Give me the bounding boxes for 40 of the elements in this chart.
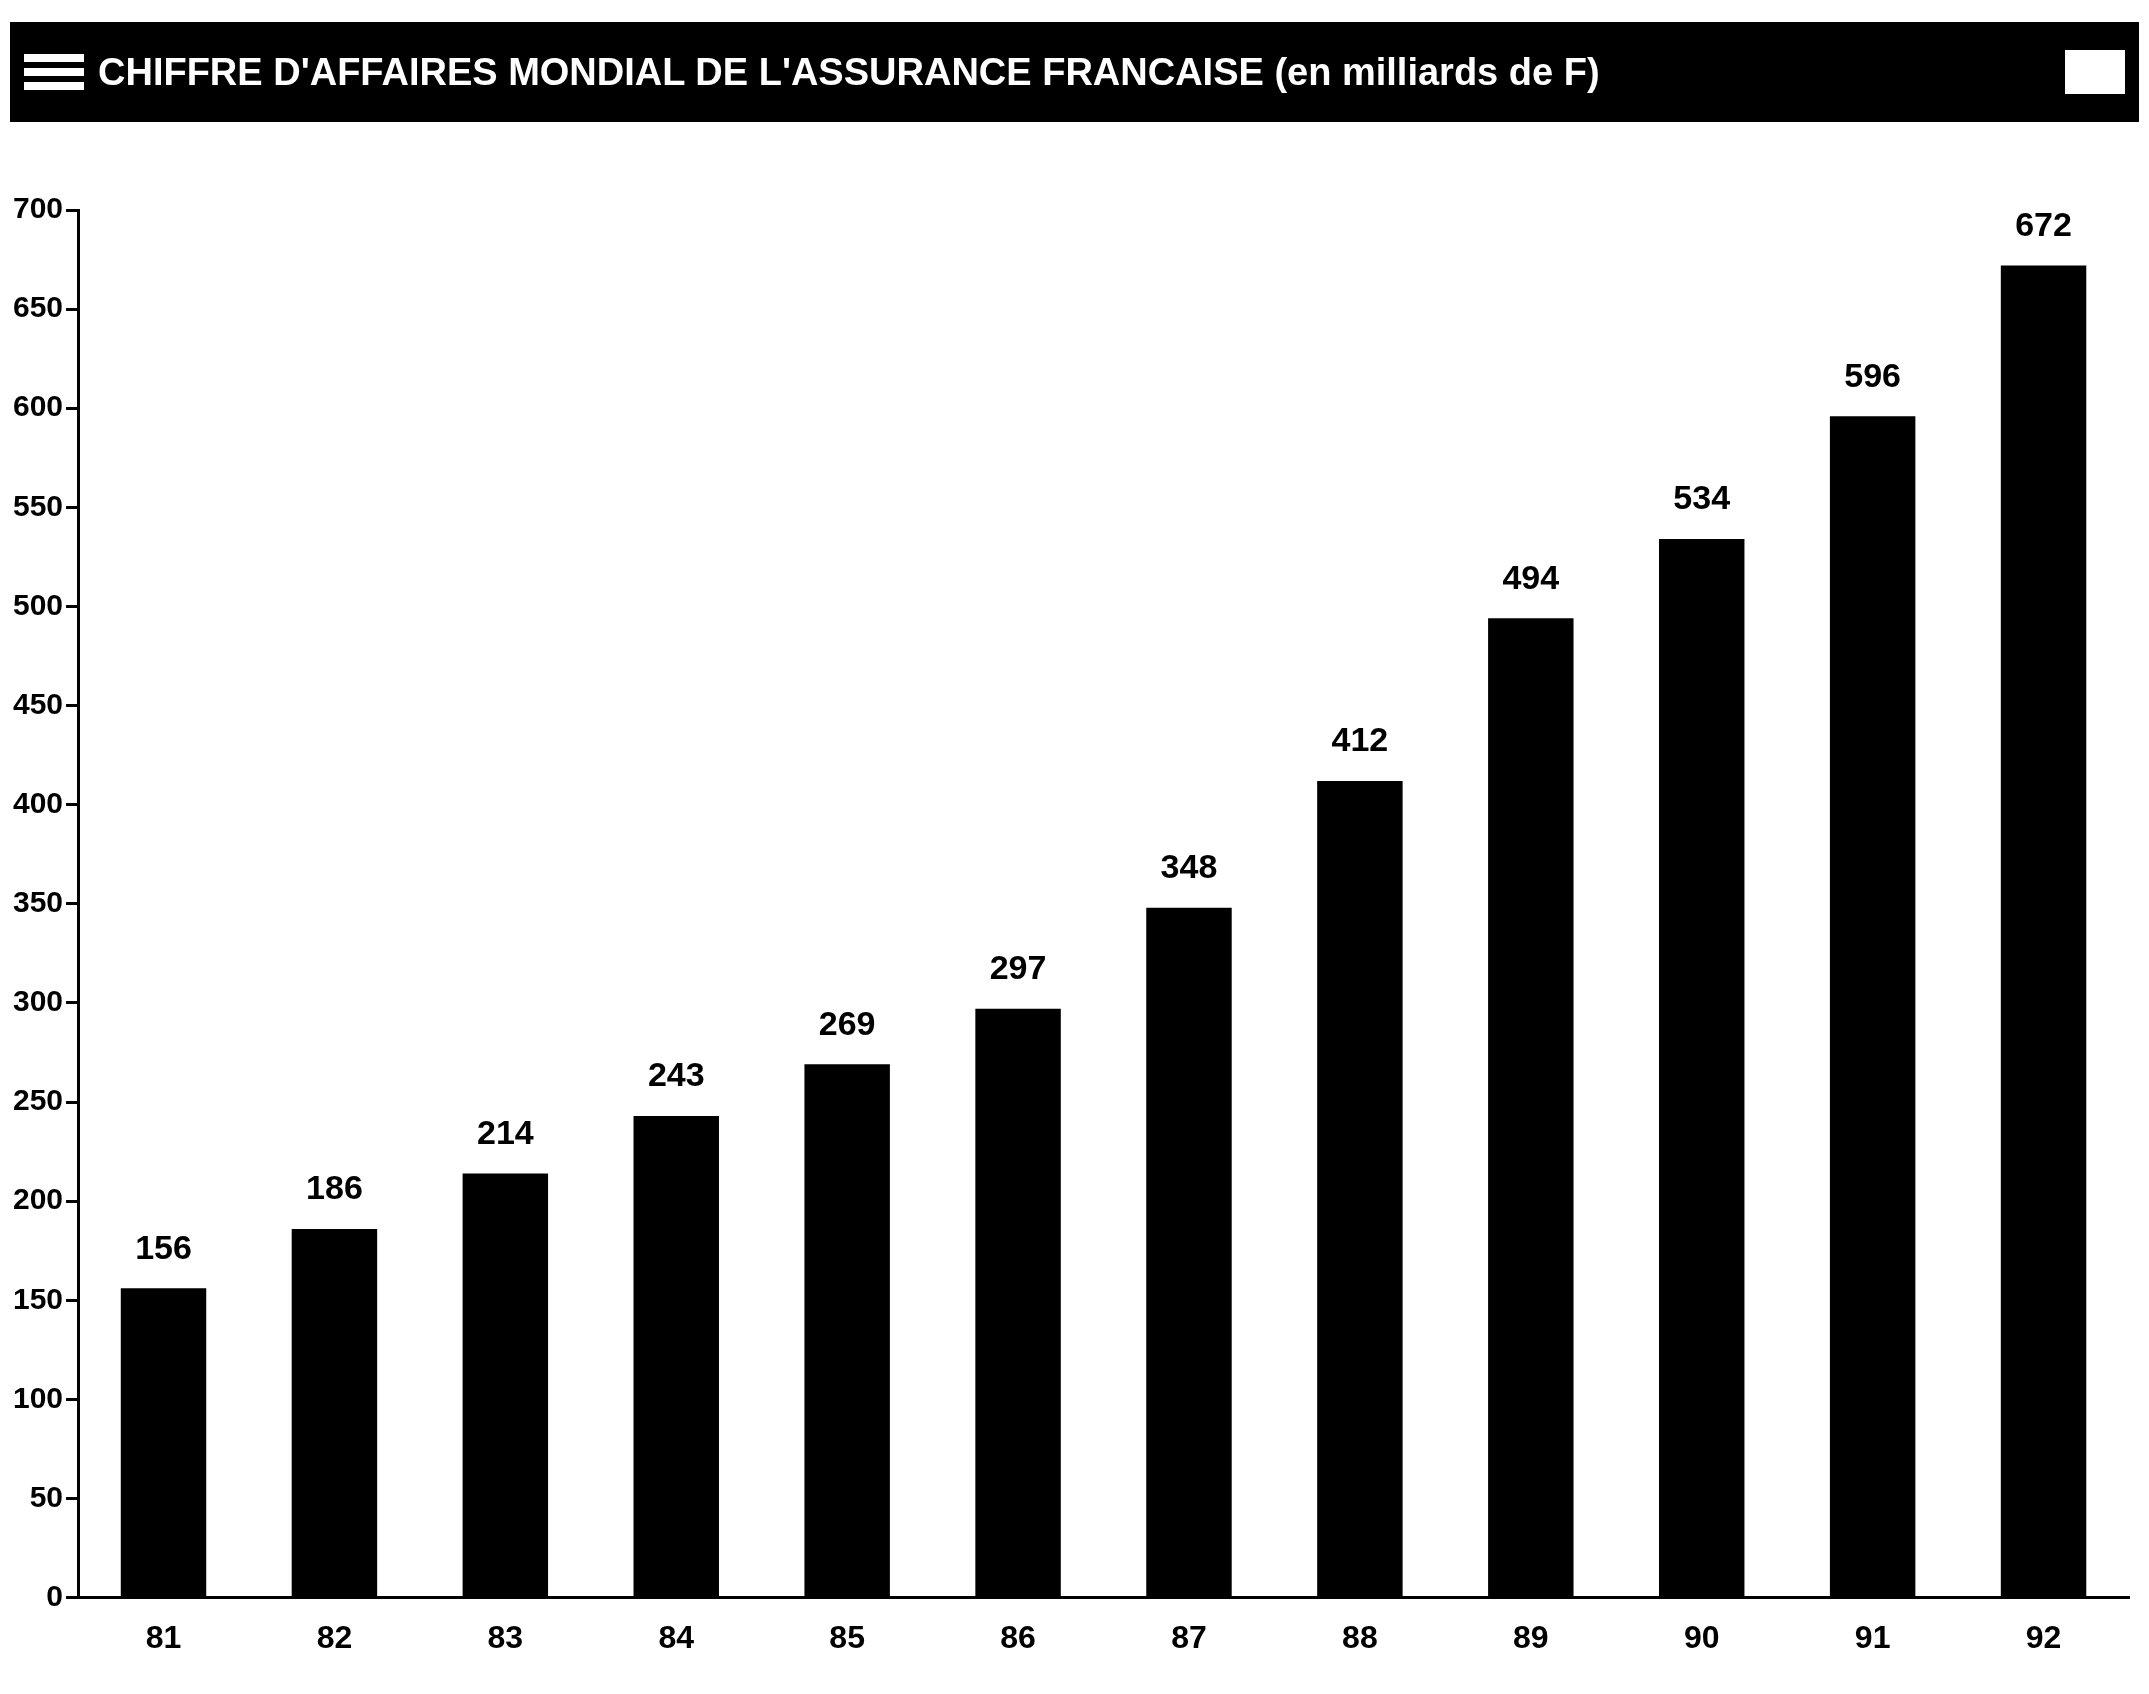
data-label: 243 [647,1055,705,1094]
data-label: 269 [818,1003,876,1042]
y-tick-label: 600 [12,389,64,423]
x-tick-label: 85 [829,1618,865,1655]
data-label: 596 [1844,355,1901,394]
data-label: 534 [1673,478,1731,517]
data-label: 186 [306,1168,363,1207]
y-tick-label: 550 [12,488,64,522]
x-tick-label: 91 [1854,1618,1891,1655]
y-tick-label: 0 [46,1578,64,1612]
y-tick-label: 700 [12,191,64,225]
y-tick-label: 200 [12,1182,64,1216]
data-label: 297 [989,948,1047,987]
data-label: 494 [1502,557,1560,596]
y-tick-label: 650 [12,290,64,324]
x-tick-label: 90 [1683,1618,1720,1655]
y-tick-label: 500 [12,587,64,621]
x-tick-label: 82 [316,1618,353,1655]
y-tick-label: 400 [12,785,64,819]
x-tick-label: 84 [658,1618,695,1655]
y-tick-label: 50 [29,1479,64,1513]
y-tick-label: 100 [12,1380,64,1414]
y-tick-label: 250 [12,1083,64,1117]
y-tick-label: 300 [12,984,64,1018]
data-label: 348 [1160,847,1218,886]
data-label: 156 [135,1227,192,1266]
x-tick-label: 81 [145,1618,182,1655]
data-label: 214 [476,1112,534,1151]
x-tick-label: 88 [1342,1618,1378,1655]
data-label: 412 [1331,720,1389,759]
x-tick-label: 83 [487,1618,524,1655]
y-tick-label: 350 [12,885,64,919]
y-tick-label: 150 [12,1281,64,1315]
x-tick-label: 92 [2025,1618,2062,1655]
data-label: 672 [2015,204,2072,243]
x-tick-label: 87 [1171,1618,1207,1655]
x-tick-label: 86 [1000,1618,1036,1655]
x-tick-label: 89 [1513,1618,1549,1655]
y-tick-label: 450 [12,686,64,720]
chart-title: CHIFFRE D'AFFAIRES MONDIAL DE L'ASSURANCE FRANCAISE (en milliards de F) [98,50,1601,94]
